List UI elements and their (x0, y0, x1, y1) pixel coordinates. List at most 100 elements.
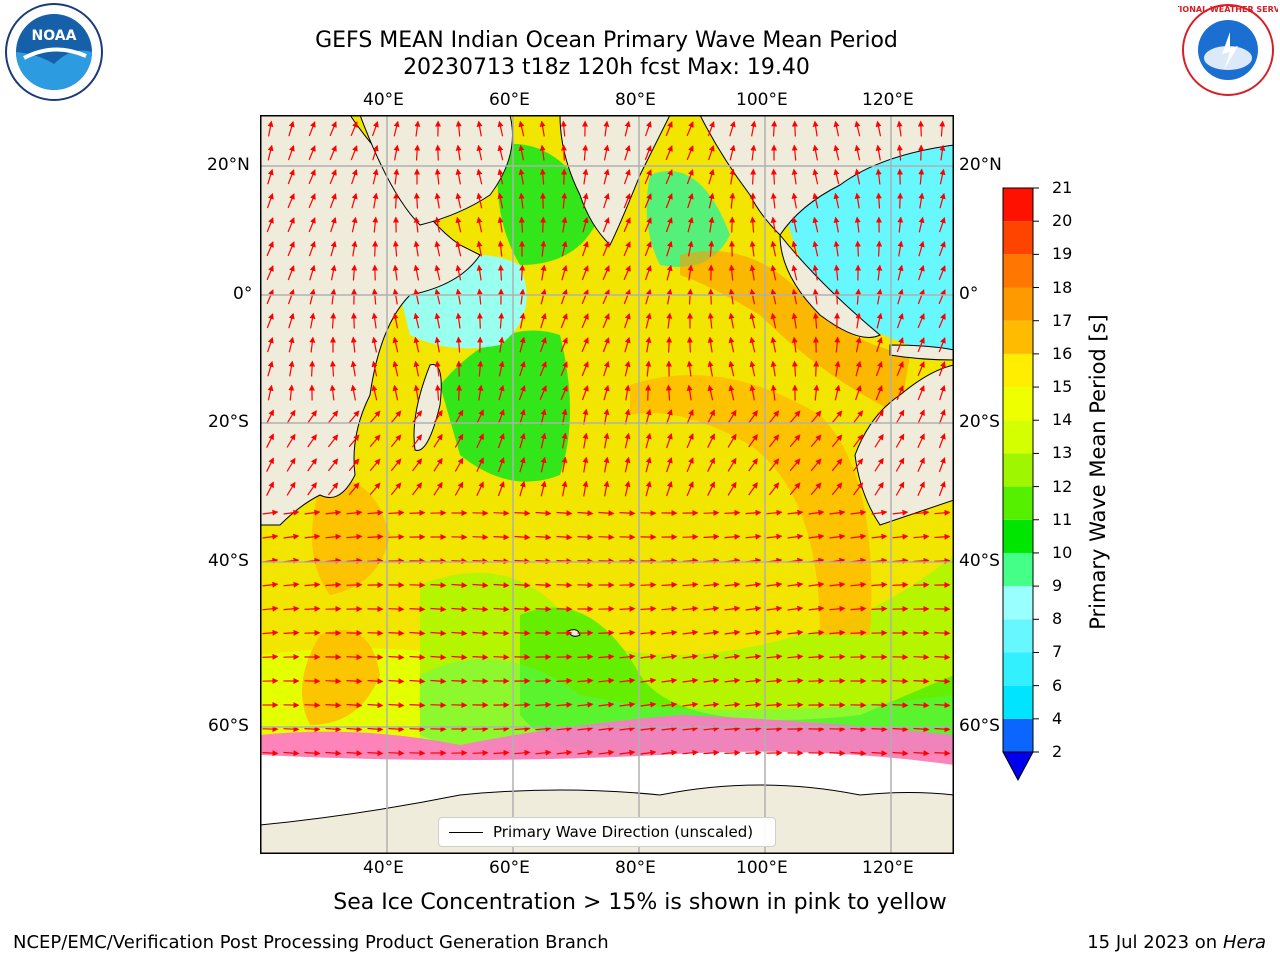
map-title: GEFS MEAN Indian Ocean Primary Wave Mean… (315, 28, 898, 53)
wave-arrow (472, 654, 489, 661)
colorbar-bin (1003, 254, 1033, 288)
wave-arrow (853, 458, 864, 472)
wave-arrow (665, 217, 673, 233)
map-frame (260, 115, 954, 854)
wave-arrow (791, 216, 798, 233)
wave-arrow (350, 384, 357, 401)
wave-arrow (309, 336, 316, 353)
wave-arrow (850, 750, 867, 757)
wave-arrow (766, 533, 783, 540)
wave-arrow (330, 240, 337, 257)
wave-arrow (493, 582, 510, 589)
wave-arrow (266, 241, 274, 257)
wave-arrow (329, 384, 336, 401)
wave-arrow (535, 582, 552, 589)
wave-arrow (728, 288, 735, 305)
wave-arrow (556, 749, 573, 756)
wave-arrow (451, 678, 468, 685)
wave-arrow (519, 312, 526, 329)
wave-arrow (372, 240, 379, 257)
wave-arrow (493, 534, 510, 541)
wave-arrow (666, 288, 673, 305)
wave-arrow (938, 433, 946, 449)
wave-arrow (686, 384, 693, 401)
wave-arrow (433, 433, 443, 448)
wave-arrow (791, 264, 798, 281)
wave-arrow (745, 749, 762, 756)
wave-arrow (434, 264, 441, 281)
colorbar-bin (1003, 519, 1033, 553)
wave-arrow (560, 144, 567, 161)
wave-arrow (476, 144, 483, 161)
wave-arrow (393, 168, 400, 185)
wave-arrow (603, 168, 610, 185)
wave-arrow (539, 168, 546, 185)
wave-arrow (561, 456, 568, 473)
wave-arrow (661, 701, 678, 708)
wave-arrow (392, 384, 399, 401)
wave-arrow (582, 168, 589, 185)
wave-arrow (519, 480, 526, 497)
wave-arrow (619, 510, 636, 517)
wave-arrow (497, 168, 504, 185)
wave-arrow (624, 432, 631, 449)
wave-arrow (430, 582, 447, 589)
wave-arrow (329, 169, 337, 185)
wave-arrow (812, 168, 819, 185)
wave-arrow (498, 312, 505, 329)
wave-arrow (602, 217, 610, 233)
colorbar-tick-label: 17 (1052, 310, 1073, 330)
wave-arrow (768, 410, 780, 424)
wave-arrow (329, 145, 337, 161)
wave-arrow (934, 678, 951, 685)
wave-arrow (476, 457, 484, 473)
colorbar-tick-label: 12 (1052, 476, 1073, 496)
wave-arrow (390, 410, 402, 424)
wave-arrow (645, 336, 652, 353)
wave-arrow (476, 409, 484, 425)
wave-arrow (598, 534, 615, 541)
lon-tick-bottom-100e: 100°E (736, 858, 788, 878)
wave-arrow (749, 216, 756, 233)
wave-arrow (728, 360, 735, 377)
wave-arrow (918, 192, 925, 209)
wave-arrow (789, 434, 801, 448)
wave-arrow (582, 408, 589, 425)
wave-arrow (412, 482, 423, 496)
wave-arrow (707, 360, 714, 377)
wave-arrow (727, 481, 737, 496)
wave-arrow (624, 360, 631, 377)
colorbar-bin (1003, 221, 1033, 255)
wave-arrow (350, 121, 358, 137)
wave-arrow (493, 654, 510, 661)
wave-arrow (770, 312, 777, 329)
wave-arrow (724, 509, 741, 516)
wave-arrow (791, 120, 798, 137)
wave-arrow (810, 458, 822, 472)
wave-arrow (874, 481, 884, 496)
wave-arrow (831, 410, 843, 424)
wave-arrow (309, 360, 316, 377)
wave-arrow (939, 144, 946, 161)
wave-arrow (791, 336, 798, 353)
wave-arrow (577, 534, 594, 541)
wave-arrow (895, 481, 905, 496)
wave-arrow (371, 336, 378, 353)
wave-arrow (938, 265, 946, 281)
wave-arrow (325, 581, 342, 588)
wave-arrow (749, 240, 756, 257)
colorbar-bin (1003, 320, 1033, 354)
wave-arrow (871, 581, 888, 588)
wave-arrow (603, 144, 610, 161)
wave-arrow (686, 145, 694, 161)
wave-arrow (749, 360, 756, 377)
wave-arrow (644, 217, 652, 233)
wave-arrow (789, 410, 801, 424)
wave-arrow (327, 410, 339, 424)
colorbar-title: Primary Wave Mean Period [s] (1086, 314, 1110, 630)
wave-arrow (307, 482, 317, 496)
wave-arrow (766, 605, 783, 612)
wave-arrow (812, 312, 819, 329)
wave-arrow (624, 336, 631, 353)
lon-tick-bottom-60e: 60°E (489, 858, 530, 878)
